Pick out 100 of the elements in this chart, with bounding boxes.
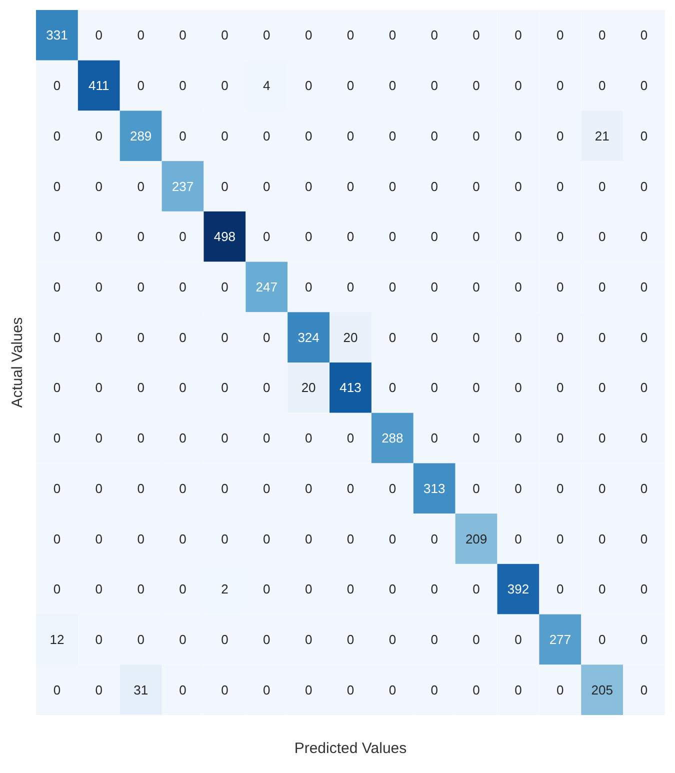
data-label: 0 [640, 280, 648, 295]
data-label: 0 [640, 531, 648, 546]
data-label: 0 [95, 682, 103, 698]
data-label: 205 [591, 682, 613, 698]
data-label: 0 [221, 78, 228, 94]
data-label: 0 [556, 280, 564, 295]
data-label: 0 [137, 78, 144, 94]
data-label: 0 [179, 128, 186, 144]
data-label: 288 [382, 430, 404, 446]
data-label: 0 [304, 28, 312, 43]
data-label: 0 [95, 128, 103, 144]
data-label: 0 [640, 330, 648, 345]
data-label: 0 [221, 28, 228, 43]
data-label: 0 [53, 330, 61, 345]
data-label: 0 [53, 531, 61, 546]
data-label: 0 [346, 632, 354, 648]
data-label: 0 [598, 632, 606, 648]
data-label: 0 [388, 178, 396, 194]
data-label: 247 [256, 280, 278, 295]
data-label: 0 [388, 531, 396, 546]
data-label: 0 [430, 229, 438, 244]
data-label: 0 [556, 78, 564, 94]
y-axis-title: Actual Values [9, 317, 26, 408]
data-label: 0 [514, 380, 522, 396]
data-label: 0 [95, 280, 103, 295]
data-label: 20 [301, 380, 316, 396]
data-label: 0 [640, 178, 648, 194]
data-label: 0 [221, 531, 228, 546]
data-label: 0 [430, 582, 438, 597]
data-label: 0 [304, 128, 312, 144]
data-label: 0 [221, 480, 228, 496]
data-label: 0 [53, 380, 61, 396]
data-label: 0 [472, 128, 480, 144]
data-label: 0 [95, 229, 103, 244]
data-label: 0 [221, 430, 228, 446]
data-label: 0 [221, 682, 228, 698]
data-label: 0 [53, 78, 61, 94]
data-label: 2 [221, 582, 228, 597]
data-label: 277 [549, 632, 572, 648]
data-label: 0 [221, 380, 228, 396]
data-label: 0 [53, 480, 61, 496]
data-label: 0 [221, 280, 228, 295]
data-label: 413 [340, 380, 362, 396]
data-label: 0 [388, 480, 396, 496]
data-label: 0 [53, 128, 61, 144]
data-label: 0 [556, 128, 564, 144]
data-label: 0 [598, 28, 606, 43]
data-label: 0 [179, 380, 186, 396]
data-label: 0 [179, 632, 186, 648]
data-label: 0 [304, 632, 312, 648]
data-label: 0 [53, 280, 61, 295]
data-label: 0 [514, 28, 522, 43]
data-label: 0 [304, 682, 312, 698]
data-label: 0 [304, 78, 312, 94]
data-label: 0 [514, 682, 522, 698]
data-label: 0 [304, 229, 312, 244]
data-label: 0 [472, 682, 480, 698]
data-label: 0 [388, 682, 396, 698]
data-label: 498 [214, 229, 236, 244]
data-label: 411 [88, 78, 110, 94]
data-label: 0 [556, 229, 564, 244]
data-label: 0 [388, 78, 396, 94]
data-label: 0 [556, 330, 564, 345]
data-label: 0 [472, 430, 480, 446]
data-label: 0 [472, 280, 480, 295]
data-label: 0 [179, 582, 186, 597]
data-label: 0 [137, 229, 144, 244]
data-label: 0 [137, 280, 144, 295]
data-label: 0 [640, 480, 648, 496]
data-label: 0 [179, 78, 186, 94]
data-label: 0 [388, 582, 396, 597]
data-label: 0 [640, 582, 648, 597]
data-label: 0 [137, 330, 144, 345]
data-label: 0 [514, 78, 522, 94]
data-label: 0 [346, 430, 354, 446]
data-label: 0 [556, 582, 564, 597]
data-label: 0 [346, 480, 354, 496]
data-label: 0 [263, 229, 270, 244]
data-label: 0 [263, 480, 270, 496]
data-label: 0 [53, 229, 61, 244]
data-label: 0 [263, 430, 270, 446]
data-label: 0 [514, 128, 522, 144]
data-label: 0 [95, 380, 103, 396]
data-label: 0 [221, 632, 228, 648]
data-label: 0 [640, 128, 648, 144]
data-label: 0 [221, 330, 228, 345]
data-label: 0 [179, 28, 186, 43]
data-label: 0 [430, 430, 438, 446]
data-label: 0 [472, 582, 480, 597]
data-label: 0 [598, 380, 606, 396]
data-label: 0 [430, 78, 438, 94]
data-label: 0 [514, 229, 522, 244]
data-label: 0 [346, 128, 354, 144]
data-label: 0 [388, 280, 396, 295]
data-label: 0 [263, 28, 270, 43]
data-label: 0 [556, 682, 564, 698]
data-label: 0 [304, 582, 312, 597]
data-label: 0 [640, 430, 648, 446]
data-label: 0 [640, 380, 648, 396]
data-label: 0 [346, 178, 354, 194]
